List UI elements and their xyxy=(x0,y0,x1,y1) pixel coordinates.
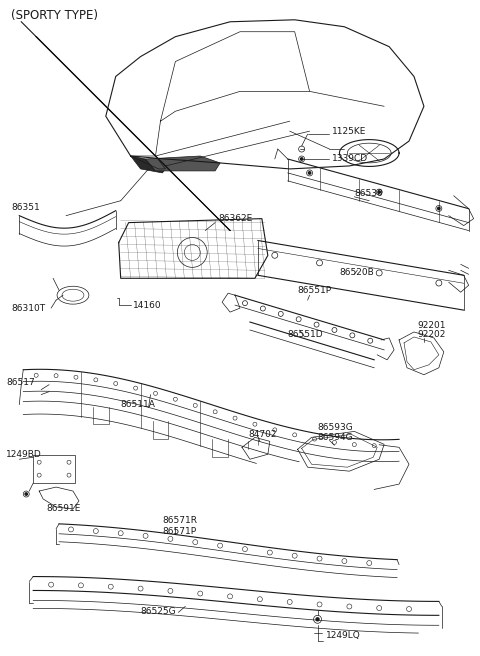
Circle shape xyxy=(309,172,311,174)
Text: 86520B: 86520B xyxy=(339,268,374,277)
Polygon shape xyxy=(145,156,220,171)
Text: 86530: 86530 xyxy=(354,190,383,198)
Text: 84702: 84702 xyxy=(248,430,276,439)
Text: 86517: 86517 xyxy=(6,378,35,387)
Text: 86591E: 86591E xyxy=(46,504,81,514)
Text: 1125KE: 1125KE xyxy=(332,127,366,136)
Circle shape xyxy=(300,158,303,160)
Text: 86511A: 86511A xyxy=(120,400,156,409)
Text: 86551D: 86551D xyxy=(288,331,324,339)
Text: 86310T: 86310T xyxy=(12,304,46,313)
Circle shape xyxy=(378,191,380,194)
Text: 86525G: 86525G xyxy=(141,607,176,616)
Circle shape xyxy=(316,618,319,621)
Text: 86593G: 86593G xyxy=(318,423,353,432)
Text: 14160: 14160 xyxy=(132,300,161,310)
Text: 86571R: 86571R xyxy=(162,516,197,525)
Circle shape xyxy=(438,207,440,210)
Text: 92202: 92202 xyxy=(417,331,445,339)
Text: 86351: 86351 xyxy=(12,203,40,212)
Text: 86551P: 86551P xyxy=(298,286,332,295)
Text: 86362E: 86362E xyxy=(218,214,252,223)
Text: 1249LQ: 1249LQ xyxy=(325,630,360,640)
Circle shape xyxy=(25,493,27,495)
Text: 1339CD: 1339CD xyxy=(332,154,368,163)
Text: 86594G: 86594G xyxy=(318,433,353,442)
Bar xyxy=(33,455,75,483)
Text: 92201: 92201 xyxy=(417,321,445,329)
Polygon shape xyxy=(131,156,166,173)
Text: 86571P: 86571P xyxy=(162,527,197,537)
Text: (SPORTY TYPE): (SPORTY TYPE) xyxy=(12,9,98,22)
Text: 1249BD: 1249BD xyxy=(6,450,42,459)
